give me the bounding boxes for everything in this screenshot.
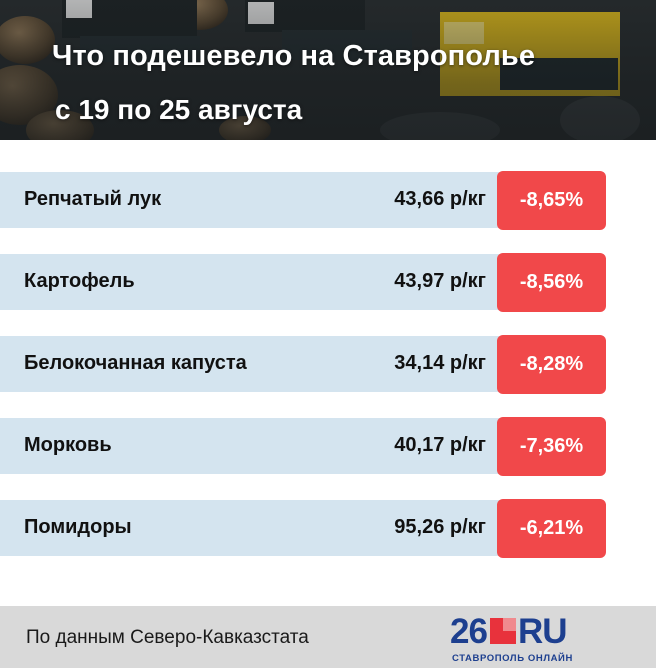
- price-change-badge: -8,56%: [497, 253, 606, 312]
- product-name: Морковь: [24, 434, 112, 456]
- price-change-badge: -6,21%: [497, 499, 606, 558]
- list-item: Морковь 40,17 р/кг -7,36%: [0, 417, 606, 476]
- product-name: Репчатый лук: [24, 188, 162, 210]
- product-price: 40,17 р/кг: [394, 434, 486, 456]
- date-range-subtitle: с 19 по 25 августа: [55, 94, 303, 125]
- list-item: Белокочанная капуста 34,14 р/кг -8,28%: [0, 335, 606, 394]
- product-price: 34,14 р/кг: [394, 352, 486, 374]
- list-item: Помидоры 95,26 р/кг -6,21%: [0, 499, 606, 558]
- data-source-note: По данным Северо-Кавказстата: [26, 627, 309, 648]
- header-banner: Что подешевело на Ставрополье с 19 по 25…: [0, 0, 656, 140]
- logo-suffix: RU: [517, 612, 568, 651]
- product-name: Белокочанная капуста: [24, 352, 247, 374]
- price-change-badge: -8,28%: [497, 335, 606, 394]
- price-change-badge: -8,65%: [497, 171, 606, 230]
- logo-number: 26: [450, 612, 488, 651]
- list-item: Репчатый лук 43,66 р/кг -8,65%: [0, 171, 606, 230]
- footer: По данным Северо-Кавказстата 26 RU СТАВРО…: [0, 606, 656, 668]
- logo-mark-icon: [489, 618, 516, 644]
- logo-tagline: СТАВРОПОЛЬ ОНЛАЙН: [452, 653, 573, 664]
- price-change-badge: -7,36%: [497, 417, 606, 476]
- page-title: Что подешевело на Ставрополье: [52, 40, 536, 72]
- product-price: 43,66 р/кг: [394, 188, 486, 210]
- product-price: 43,97 р/кг: [394, 270, 486, 292]
- product-name: Помидоры: [24, 516, 132, 538]
- list-item: Картофель 43,97 р/кг -8,56%: [0, 253, 606, 312]
- site-logo[interactable]: 26 RU СТАВРОПОЛЬ ОНЛАЙН: [450, 612, 610, 665]
- header-shade: [0, 0, 656, 140]
- product-price: 95,26 р/кг: [394, 516, 486, 538]
- product-name: Картофель: [24, 270, 135, 292]
